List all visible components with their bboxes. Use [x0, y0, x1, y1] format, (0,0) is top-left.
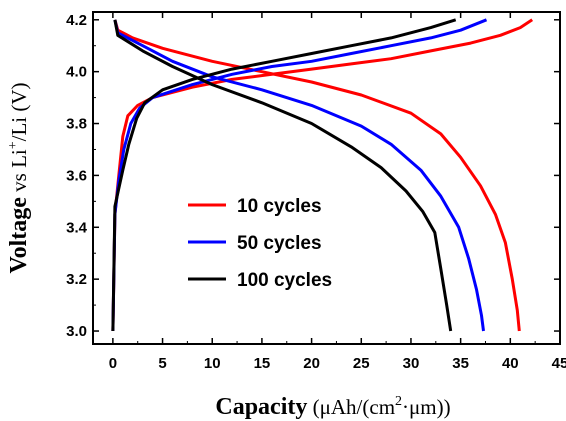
- y-tick-label: 3.2: [66, 271, 87, 288]
- x-tick-label: 30: [403, 355, 420, 372]
- plot-frame: [92, 11, 561, 345]
- x-tick-label: 35: [452, 355, 469, 372]
- y-tick-label: 3.0: [66, 323, 87, 340]
- x-tick-label: 20: [303, 355, 320, 372]
- x-tick-label: 5: [158, 355, 166, 372]
- y-tick-label: 4.0: [66, 64, 87, 81]
- y-tick-label: 3.4: [66, 219, 88, 236]
- x-tick-label: 0: [109, 355, 117, 372]
- y-axis-title: Voltage vs Li+/Li (V): [6, 82, 32, 273]
- series-line-10-cycles-charge: [111, 18, 534, 332]
- series-line-10-cycles-discharge: [113, 19, 521, 332]
- x-axis-title: Capacity (μAh/(cm2·μm)): [215, 394, 450, 420]
- legend-label: 100 cycles: [237, 270, 332, 291]
- series-line-100-cycles-charge: [111, 18, 457, 332]
- y-tick-label: 4.2: [66, 12, 87, 29]
- ticks-layer: 0 5 10 15 20 25 30 35 40 45 3.0 3.2 3.4 3.6 3.8 4.0 4.2: [66, 12, 566, 372]
- y-tick-label: 3.8: [66, 116, 87, 133]
- series-line-100-cycles-discharge: [113, 19, 453, 332]
- x-tick-label: 15: [254, 355, 271, 372]
- legend-label: 50 cycles: [237, 233, 322, 254]
- x-tick-label: 40: [502, 355, 519, 372]
- series-layer: [111, 18, 534, 332]
- x-tick-label: 45: [552, 355, 566, 372]
- series-line-50-cycles-charge: [111, 18, 488, 332]
- series-line-50-cycles-discharge: [113, 19, 485, 332]
- plot-area-border: [92, 11, 561, 345]
- legend: 10 cycles 50 cycles 100 cycles: [188, 196, 332, 291]
- legend-label: 10 cycles: [237, 196, 322, 217]
- y-tick-label: 3.6: [66, 167, 87, 184]
- x-tick-label: 10: [204, 355, 221, 372]
- x-tick-label: 25: [353, 355, 370, 372]
